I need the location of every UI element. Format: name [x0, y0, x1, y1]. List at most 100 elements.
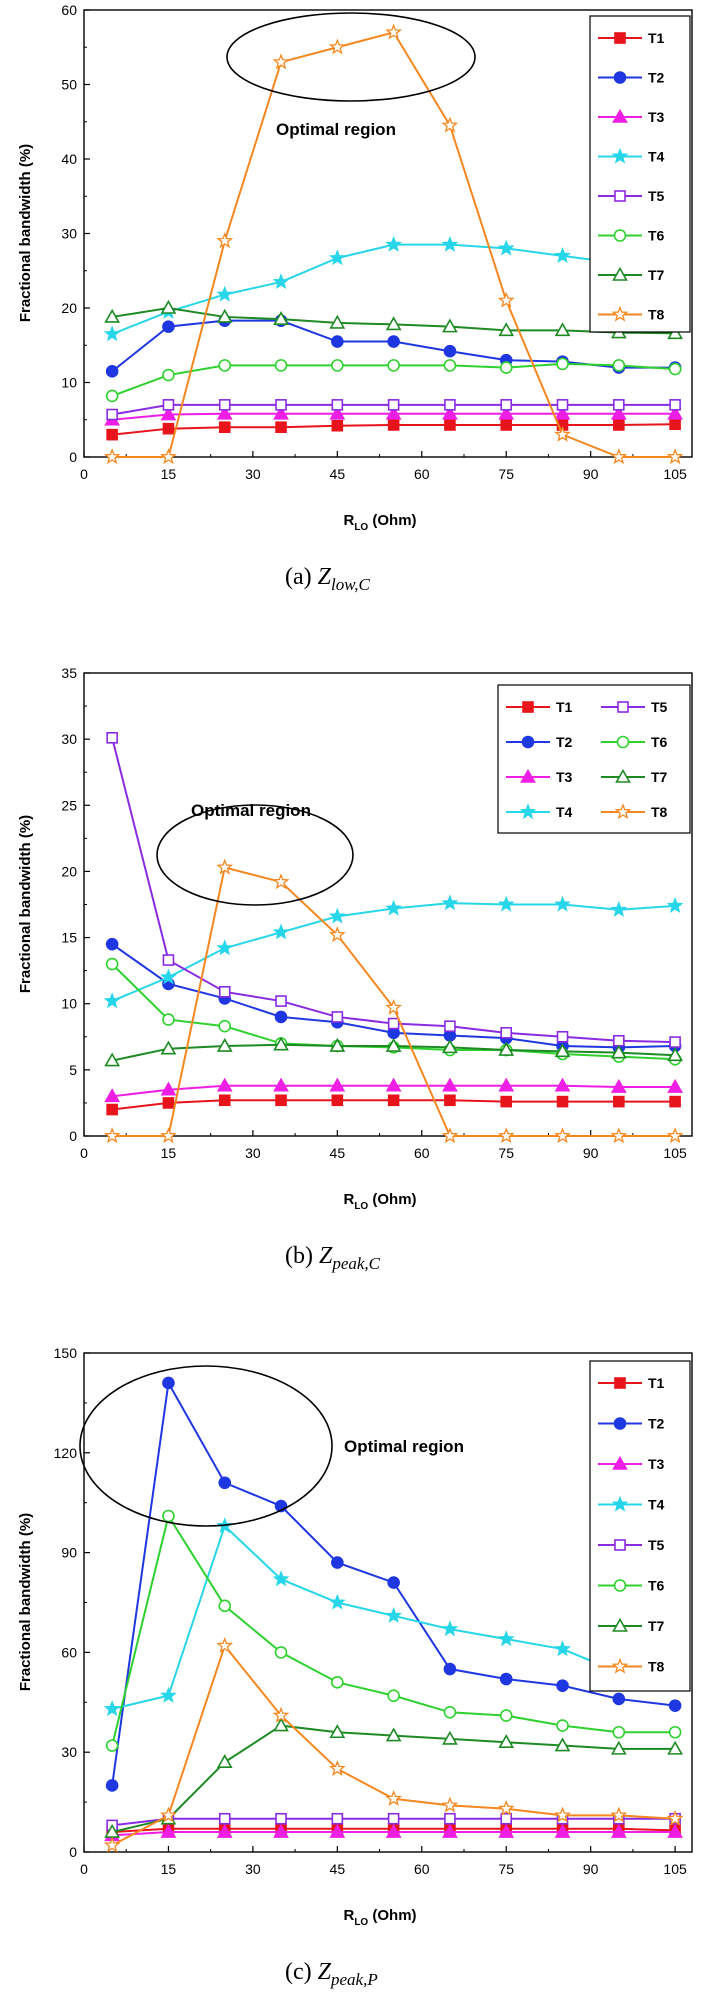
caption-subscript: low,C — [331, 575, 371, 594]
data-point — [385, 1823, 402, 1838]
data-point — [106, 408, 118, 421]
data-point — [331, 1676, 344, 1689]
legend-label: T5 — [651, 699, 668, 715]
data-point — [216, 1077, 233, 1092]
optimal-region-annotation: Optimal region — [191, 801, 311, 820]
data-point — [106, 428, 118, 441]
data-point — [387, 359, 400, 372]
legend-label: T3 — [648, 1456, 665, 1472]
series-t1 — [106, 418, 681, 441]
x-tick-label: 30 — [245, 466, 261, 482]
data-point — [500, 399, 513, 411]
data-point — [103, 448, 121, 465]
data-point — [498, 1077, 515, 1092]
data-point — [385, 1077, 402, 1092]
data-point — [105, 1779, 119, 1792]
data-point — [554, 895, 571, 912]
legend-label: T7 — [651, 769, 668, 785]
data-point — [272, 53, 290, 70]
data-point — [272, 923, 290, 940]
data-point — [556, 1095, 569, 1108]
x-tick-label: 90 — [583, 466, 599, 482]
data-point — [216, 1754, 233, 1768]
x-axis-title: RLO (Ohm) — [343, 1907, 416, 1928]
data-point — [329, 1077, 346, 1092]
legend-marker — [613, 1417, 627, 1430]
data-point — [218, 1019, 232, 1033]
data-point — [556, 399, 569, 411]
legend: T1 T2 T3 T4 T5 T6 T7 T8 — [589, 1360, 691, 1692]
data-point — [385, 1607, 403, 1623]
x-tick-label: 60 — [414, 466, 430, 482]
data-point — [272, 273, 290, 290]
data-point — [328, 38, 346, 55]
data-point — [497, 895, 515, 912]
x-tick-label: 75 — [498, 1145, 514, 1161]
panel-caption: (a) Zlow,C — [285, 564, 371, 594]
data-point — [275, 1812, 287, 1825]
optimal-region-ellipse — [226, 12, 476, 102]
legend-label: T5 — [648, 188, 665, 204]
data-point — [216, 1037, 233, 1052]
x-tick-label: 45 — [330, 1145, 346, 1161]
data-point — [444, 1094, 456, 1107]
data-point — [331, 1812, 344, 1825]
data-point — [554, 1127, 571, 1144]
legend-label: T4 — [556, 804, 573, 820]
y-tick-label: 20 — [61, 300, 77, 316]
data-point — [387, 1576, 400, 1589]
data-point — [216, 858, 234, 875]
data-point — [105, 389, 119, 403]
legend-label: T8 — [651, 804, 668, 820]
legend: T1 T2 T3 T4 T5 T6 T7 T8 — [497, 684, 691, 834]
x-tick-label: 15 — [161, 466, 177, 482]
data-point — [444, 399, 456, 411]
data-point — [331, 1556, 344, 1569]
data-point — [667, 1078, 683, 1093]
data-point — [275, 1094, 287, 1107]
legend-marker — [611, 147, 629, 164]
data-point — [275, 399, 287, 411]
data-point — [498, 1734, 515, 1749]
data-point — [443, 359, 457, 372]
legend-marker — [519, 803, 537, 820]
legend-marker — [615, 768, 631, 783]
data-point — [385, 405, 402, 420]
x-tick-label: 45 — [330, 1861, 346, 1877]
data-point — [499, 361, 513, 374]
legend-label: T3 — [556, 769, 573, 785]
data-point — [218, 1476, 232, 1490]
data-point — [275, 421, 287, 434]
series-t8 — [103, 23, 684, 465]
data-point — [556, 1719, 569, 1732]
legend-marker — [613, 1579, 627, 1592]
x-axis-title: RLO (Ohm) — [343, 1191, 416, 1212]
data-point — [105, 937, 119, 951]
data-point — [385, 899, 403, 916]
data-point — [385, 1037, 402, 1052]
data-point — [610, 405, 627, 420]
data-point — [497, 1799, 515, 1816]
data-point — [669, 418, 681, 431]
x-tick-label: 90 — [583, 1145, 599, 1161]
data-point — [328, 249, 346, 266]
x-axis-title-main: R — [343, 1907, 354, 1924]
data-point — [554, 247, 571, 263]
y-tick-label: 30 — [61, 1744, 77, 1760]
data-point — [329, 314, 346, 329]
legend-marker — [522, 701, 534, 713]
caption-prefix: (b) — [285, 1243, 319, 1269]
data-point — [103, 1836, 121, 1853]
y-tick-label: 20 — [61, 863, 77, 879]
data-point — [443, 1662, 457, 1676]
data-point — [329, 1037, 346, 1052]
y-tick-label: 35 — [61, 665, 77, 681]
data-point — [162, 1097, 175, 1109]
legend-label: T8 — [648, 1659, 665, 1675]
x-axis-title-subscript: LO — [354, 1201, 368, 1212]
data-point — [331, 1011, 344, 1023]
data-point — [444, 1020, 456, 1033]
data-point — [218, 1094, 231, 1107]
data-point — [162, 368, 175, 382]
data-point — [273, 311, 289, 325]
